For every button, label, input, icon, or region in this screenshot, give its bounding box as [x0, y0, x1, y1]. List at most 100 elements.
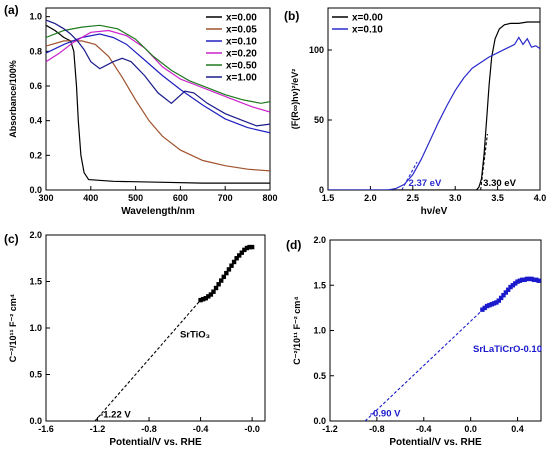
data-point	[247, 244, 252, 250]
legend-label: x=0.00	[226, 13, 257, 24]
series-line	[46, 40, 270, 172]
y-axis-label: C⁻²/10¹¹ F⁻² cm⁴	[292, 296, 302, 364]
y-tick-label: 0.5	[313, 371, 326, 381]
x-tick-label: -1.2	[322, 424, 338, 434]
data-point	[494, 300, 499, 305]
x-tick-label: 800	[262, 193, 277, 203]
fit-line	[94, 299, 202, 421]
y-tick-label: 1.0	[313, 326, 326, 336]
data-point	[487, 302, 492, 308]
data-point	[508, 284, 513, 290]
sample-label: SrLaTiCrO-0.10	[473, 344, 542, 355]
data-point	[231, 259, 237, 265]
data-point	[203, 296, 208, 301]
panel-label: (d)	[286, 238, 301, 252]
data-point	[522, 277, 527, 283]
x-axis-label: hν/eV	[421, 206, 448, 217]
x-tick-label: -0.8	[141, 424, 157, 434]
plot-frame	[329, 239, 542, 422]
x-tick-label: 300	[38, 193, 53, 203]
y-tick-label: 50	[314, 115, 324, 125]
data-point	[249, 244, 255, 250]
y-tick-label: 2.0	[29, 230, 42, 240]
data-point	[498, 295, 504, 301]
data-point	[229, 263, 234, 268]
plot-area	[328, 21, 540, 190]
data-point	[224, 270, 229, 276]
x-tick-label: -0.8	[369, 424, 385, 434]
x-tick-label: 600	[173, 193, 188, 203]
y-tick-label: 0.0	[29, 185, 42, 195]
x-tick-label: 0.0	[464, 424, 477, 434]
y-axis-label: Absorbance/100%	[8, 60, 18, 138]
annotation-label: 2.37 eV	[409, 178, 442, 189]
data-point	[529, 276, 534, 282]
fit-line	[401, 161, 418, 190]
data-point	[513, 281, 518, 286]
y-tick-label: 1.5	[29, 277, 42, 287]
y-tick-label: 1.0	[29, 323, 42, 333]
x-tick-label: 400	[83, 193, 98, 203]
data-point	[211, 289, 216, 294]
y-tick-label: 0.6	[29, 81, 42, 91]
panel-label: (b)	[284, 9, 299, 23]
legend-label: x=0.05	[226, 25, 257, 36]
x-tick-label: -0.4	[193, 424, 209, 434]
y-tick-label: 100	[309, 45, 324, 55]
data-point	[510, 283, 516, 288]
y-tick-label: 0.0	[29, 416, 42, 426]
plot-area	[94, 244, 255, 421]
x-tick-label: -0.0	[244, 424, 260, 434]
data-point	[216, 282, 221, 287]
x-tick-label: 500	[128, 193, 143, 203]
x-tick-label: 2.0	[364, 193, 377, 203]
annotation-label: -1.22 V	[100, 409, 131, 420]
data-point	[484, 303, 490, 309]
y-tick-label: 0.2	[29, 150, 42, 160]
y-tick-label: 0	[319, 185, 324, 195]
series-line	[46, 19, 270, 127]
annotation-label: 3.30 eV	[483, 178, 516, 189]
y-tick-label: 0.4	[29, 116, 42, 126]
plot-area	[46, 19, 270, 184]
x-tick-label: 3.5	[491, 193, 504, 203]
x-tick-label: 2.5	[407, 193, 420, 203]
plot-area	[364, 276, 541, 421]
data-point	[503, 290, 509, 295]
legend-label: x=0.20	[226, 49, 257, 60]
x-axis-label: Wavelength/nm	[121, 206, 195, 217]
series-line	[46, 29, 270, 113]
y-tick-label: 1.0	[29, 12, 42, 22]
data-point	[515, 279, 520, 284]
data-point	[244, 245, 250, 251]
data-point	[536, 278, 541, 283]
data-point	[239, 250, 245, 255]
data-point	[208, 292, 214, 297]
data-point	[517, 278, 523, 283]
y-tick-label: 0.5	[29, 370, 42, 380]
y-tick-label: 0.0	[313, 416, 326, 426]
x-tick-label: -0.4	[416, 424, 432, 434]
data-point	[226, 267, 232, 272]
data-point	[527, 276, 532, 282]
x-tick-label: 3.0	[449, 193, 462, 203]
panel-label: (a)	[4, 3, 19, 17]
data-point	[491, 301, 497, 306]
data-point	[496, 298, 501, 303]
data-point	[242, 247, 247, 253]
data-point	[200, 296, 206, 302]
data-point	[198, 297, 203, 303]
data-point	[520, 277, 525, 283]
x-tick-label: -1.2	[90, 424, 106, 434]
data-point	[524, 276, 530, 282]
data-point	[219, 278, 224, 283]
y-tick-label: 1.5	[313, 280, 326, 290]
fit-line	[364, 307, 486, 421]
y-axis-label: (F(R∞)hν)²/eV²	[290, 69, 300, 129]
legend-label: x=0.10	[226, 37, 257, 48]
fit-line	[480, 133, 488, 190]
data-point	[480, 307, 485, 312]
data-point	[221, 274, 226, 280]
y-tick-label: 0.8	[29, 46, 42, 56]
series-line	[328, 36, 540, 190]
